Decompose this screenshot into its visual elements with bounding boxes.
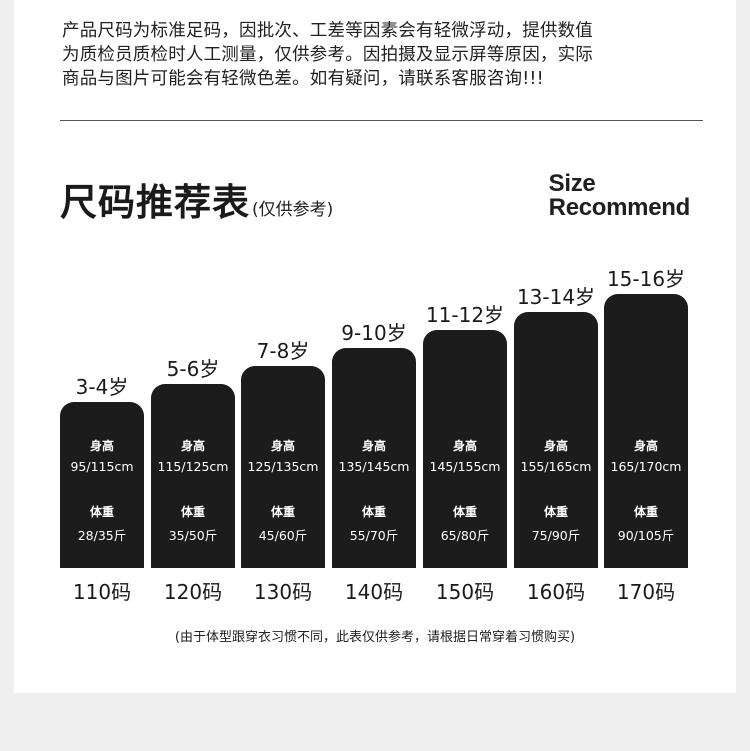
height-label: 身高 xyxy=(543,439,568,453)
weight-label: 体重 xyxy=(361,505,386,519)
size-code-label: 140码 xyxy=(344,580,404,604)
weight-label: 体重 xyxy=(452,505,477,519)
age-label: 13-14岁 xyxy=(516,285,596,309)
english-title: Size Recommend xyxy=(548,170,691,221)
age-label: 5-6岁 xyxy=(166,357,220,381)
size-chart-card: 产品尺码为标准足码，因批次、工差等因素会有轻微浮动，提供数值 为质检员质检时人工… xyxy=(14,0,736,693)
size-bar: 身高 165/170cm 体重 90/105斤 xyxy=(604,294,688,568)
notice-line: 为质检员质检时人工测量，仅供参考。因拍摄及显示屏等原因，实际 xyxy=(62,45,593,65)
height-label: 身高 xyxy=(361,439,386,453)
weight-value: 55/70斤 xyxy=(349,528,399,543)
weight-label: 体重 xyxy=(633,505,658,519)
weight-label: 体重 xyxy=(89,505,114,519)
english-title-line1: Size xyxy=(548,170,596,197)
height-label: 身高 xyxy=(180,439,205,453)
age-label: 7-8岁 xyxy=(256,339,310,363)
notice-line: 产品尺码为标准足码，因批次、工差等因素会有轻微浮动，提供数值 xyxy=(62,21,593,41)
size-bar: 身高 115/125cm 体重 35/50斤 xyxy=(151,384,235,568)
size-code-label: 130码 xyxy=(253,580,313,604)
height-label: 身高 xyxy=(452,439,477,453)
size-bar: 身高 155/165cm 体重 75/90斤 xyxy=(514,312,598,568)
size-code-label: 160码 xyxy=(526,580,586,604)
size-bar: 身高 125/135cm 体重 45/60斤 xyxy=(241,366,325,568)
height-label: 身高 xyxy=(633,439,658,453)
weight-label: 体重 xyxy=(543,505,568,519)
weight-value: 35/50斤 xyxy=(168,528,218,543)
size-code-label: 150码 xyxy=(435,580,495,604)
height-value: 95/115cm xyxy=(70,459,134,474)
age-label: 9-10岁 xyxy=(341,321,407,345)
english-title-line2: Recommend xyxy=(548,194,691,221)
weight-value: 45/60斤 xyxy=(258,528,308,543)
age-label: 15-16岁 xyxy=(606,267,686,291)
size-bar: 身高 95/115cm 体重 28/35斤 xyxy=(60,402,144,568)
height-value: 135/145cm xyxy=(338,459,410,474)
notice-line: 商品与图片可能会有轻微色差。如有疑问，请联系客服咨询!!! xyxy=(62,69,544,89)
size-code-label: 170码 xyxy=(616,580,676,604)
age-label: 3-4岁 xyxy=(75,375,129,399)
weight-value: 75/90斤 xyxy=(531,528,581,543)
height-label: 身高 xyxy=(89,439,114,453)
notice-text: 产品尺码为标准足码，因批次、工差等因素会有轻微浮动，提供数值 为质检员质检时人工… xyxy=(62,19,702,91)
height-value: 145/155cm xyxy=(429,459,501,474)
height-value: 155/165cm xyxy=(520,459,592,474)
size-code-label: 120码 xyxy=(163,580,223,604)
divider xyxy=(60,120,703,121)
weight-label: 体重 xyxy=(180,505,205,519)
height-label: 身高 xyxy=(270,439,295,453)
weight-value: 65/80斤 xyxy=(440,528,490,543)
weight-value: 28/35斤 xyxy=(77,528,127,543)
size-bar-chart: 3-4岁身高 95/115cm 体重 28/35斤 110码 5-6岁身高 115/125c… xyxy=(14,0,736,693)
title-sub: (仅供参考) xyxy=(252,200,334,220)
footnote: (由于体型跟穿衣习惯不同，此表仅供参考，请根据日常穿着习惯购买) xyxy=(174,630,576,645)
height-value: 125/135cm xyxy=(247,459,319,474)
height-value: 165/170cm xyxy=(610,459,682,474)
age-label: 11-12岁 xyxy=(425,303,505,327)
size-bar: 身高 145/155cm 体重 65/80斤 xyxy=(423,330,507,568)
weight-label: 体重 xyxy=(270,505,295,519)
page-title: 尺码推荐表 (仅供参考) xyxy=(60,172,333,226)
title-main: 尺码推荐表 xyxy=(60,181,250,224)
weight-value: 90/105斤 xyxy=(617,528,675,543)
height-value: 115/125cm xyxy=(157,459,229,474)
size-bar: 身高 135/145cm 体重 55/70斤 xyxy=(332,348,416,568)
size-code-label: 110码 xyxy=(72,580,132,604)
